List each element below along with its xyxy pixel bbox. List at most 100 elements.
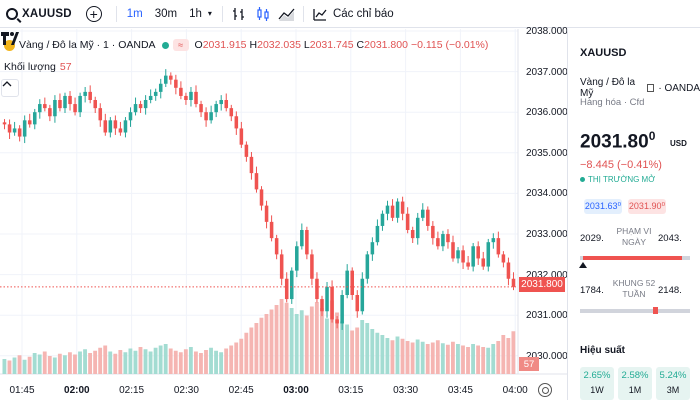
candle-body [390, 205, 395, 218]
candle-body [426, 209, 430, 226]
candle-body [360, 278, 365, 312]
volume-bar [47, 356, 52, 374]
performance-value: 2.58% [621, 370, 649, 381]
candle-style-icon[interactable] [253, 4, 273, 24]
week52-range-marker-icon [652, 307, 658, 314]
volume-bar [335, 312, 339, 374]
volume-bar [88, 353, 93, 374]
time-tick-label: 03:45 [447, 385, 473, 396]
volume-bar [340, 321, 344, 374]
volume-bar [204, 350, 208, 374]
panel-instrument-name[interactable]: Vàng / Đô la Mỹ · OANDA [580, 77, 700, 99]
candle-body [224, 100, 229, 109]
candle-body [27, 120, 32, 125]
volume-bar [299, 310, 304, 374]
tradingview-logo-icon[interactable] [0, 29, 20, 47]
candle-body [355, 295, 360, 312]
volume-bar [294, 314, 299, 374]
volume-bar [355, 327, 360, 374]
candle-body [108, 120, 113, 133]
volume-bar [234, 342, 239, 374]
candle-body [400, 201, 405, 214]
price-chart[interactable]: Vàng / Đô la Mỹ · 1 · OANDA ≈ O 2031.915… [0, 26, 568, 400]
time-tick-label: 02:15 [119, 385, 145, 396]
legend-open-value: 2031.915 [202, 39, 247, 51]
volume-bar [22, 359, 27, 374]
legend-open-key: O [194, 39, 203, 51]
candle-body [481, 258, 486, 267]
candle-body [410, 230, 415, 239]
candle-body [446, 234, 450, 243]
legend-badge[interactable]: ≈ [172, 39, 189, 51]
symbol-search[interactable]: XAUUSD [0, 0, 78, 28]
external-link-icon[interactable] [647, 84, 655, 92]
candle-body [199, 104, 203, 113]
candle-body [421, 209, 425, 218]
volume-bar [405, 341, 410, 374]
candle-body [300, 230, 304, 247]
candle-body [148, 95, 153, 100]
candle-body [93, 100, 97, 109]
candle-body [179, 87, 183, 96]
legend-low-key: L [303, 39, 310, 51]
candle-body [194, 91, 198, 105]
volume-bar [304, 315, 309, 374]
interval-30m[interactable]: 30m [154, 7, 178, 20]
panel-exchange: OANDA [664, 82, 700, 94]
chevron-down-icon[interactable]: ▾ [207, 9, 212, 18]
volume-bar [279, 299, 284, 374]
volume-bar [153, 347, 158, 374]
day-range-fill [583, 256, 683, 260]
volume-bar [83, 349, 87, 374]
candle-body [491, 238, 496, 243]
performance-1w[interactable]: 2.65% 1W [580, 367, 614, 400]
performance-1m[interactable]: 2.58% 1M [618, 367, 652, 400]
panel-name-text: Vàng / Đô la Mỹ [580, 77, 636, 99]
candle-body [415, 217, 420, 239]
price-superscript: 0 [648, 129, 656, 143]
volume-bar [68, 352, 72, 374]
interval-1h[interactable]: 1h [189, 7, 202, 20]
volume-bar [244, 332, 249, 374]
price-tick-label: 2032.000 [526, 269, 568, 281]
panel-divider[interactable] [567, 29, 568, 400]
chevron-up-icon [2, 81, 12, 87]
legend-close-key: C [356, 39, 365, 51]
candle-body [48, 108, 52, 117]
bar-style-icon[interactable] [229, 4, 249, 24]
candle-body [305, 230, 309, 255]
candle-body [7, 124, 12, 133]
candle-body [295, 246, 299, 271]
candle-body [274, 238, 279, 255]
volume-bar [259, 317, 264, 374]
candle-body [239, 128, 244, 145]
compare-plus-icon[interactable]: + [85, 5, 102, 22]
area-style-icon[interactable] [277, 4, 297, 24]
volume-bar [390, 340, 395, 374]
indicators-button[interactable]: Các chỉ báo [312, 6, 394, 22]
volume-bar [93, 350, 98, 374]
bid-price-badge[interactable]: 2031.63⁰ [584, 199, 622, 214]
interval-1m[interactable]: 1m [126, 7, 143, 20]
candle-body [78, 95, 82, 113]
market-status: THỊ TRƯỜNG MỞ [580, 175, 655, 184]
volume-bar [239, 338, 244, 374]
performance-3m[interactable]: 5.24% 3M [656, 367, 690, 400]
candle-body [58, 100, 62, 109]
volume-bar [42, 351, 47, 374]
candle-body [133, 104, 138, 113]
symbol-label: XAUUSD [22, 7, 72, 20]
volume-bar [314, 302, 319, 374]
volume-bar [229, 345, 234, 374]
volume-bar [73, 354, 77, 374]
panel-sep: · [658, 82, 665, 94]
ask-price-badge[interactable]: 2031.90⁰ [628, 199, 666, 214]
candle-body [476, 246, 480, 259]
chart-settings-gear-icon[interactable] [538, 383, 552, 397]
current-price-tag: 2031.800 [519, 277, 565, 292]
performance-period: 1W [590, 385, 604, 395]
collapse-legend-button[interactable] [1, 79, 19, 97]
volume-bar [486, 347, 491, 374]
performance-value: 5.24% [659, 370, 687, 381]
candlestick-chart-svg[interactable] [0, 29, 567, 400]
